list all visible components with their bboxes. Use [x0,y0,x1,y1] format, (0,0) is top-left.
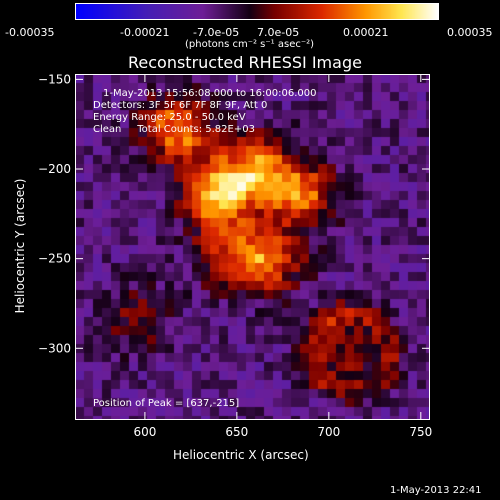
colorbar-unit-label: (photons cm⁻² s⁻¹ asec⁻²) [185,39,315,50]
x-tick-label: 700 [317,425,340,439]
colorbar [75,3,439,20]
y-tick-label: −150 [38,72,71,86]
y-axis-label: Heliocentric Y (arcsec) [13,178,27,314]
annotation-detectors: Detectors: 3F 5F 6F 7F 8F 9F, Att 0 [93,100,268,111]
colorbar-tick: 0.00035 [447,26,493,39]
colorbar-tick: -0.00035 [5,26,55,39]
colorbar-tick: -7.0e-05 [193,26,240,39]
annotation-clean-counts: Clean Total Counts: 5.82E+03 [93,124,255,135]
colorbar-tick: 0.00021 [343,26,389,39]
footer-timestamp: 1-May-2013 22:41 [390,485,482,496]
x-tick-label: 600 [133,425,156,439]
x-axis-label: Heliocentric X (arcsec) [173,448,309,462]
chart-title: Reconstructed RHESSI Image [128,53,362,72]
peak-position-label: Position of Peak = [637,-215] [93,398,240,409]
x-tick-label: 650 [225,425,248,439]
y-tick-label: −250 [38,252,71,266]
colorbar-tick: 7.0e-05 [257,26,300,39]
annotation-time-range: 1-May-2013 15:56:08.000 to 16:00:06.000 [103,88,317,99]
x-tick-label: 750 [409,425,432,439]
annotation-energy-range: Energy Range: 25.0 - 50.0 keV [93,112,246,123]
y-tick-label: −300 [38,341,71,355]
colorbar-tick: -0.00021 [120,26,170,39]
y-tick-label: −200 [38,162,71,176]
heatmap-image [75,74,430,420]
